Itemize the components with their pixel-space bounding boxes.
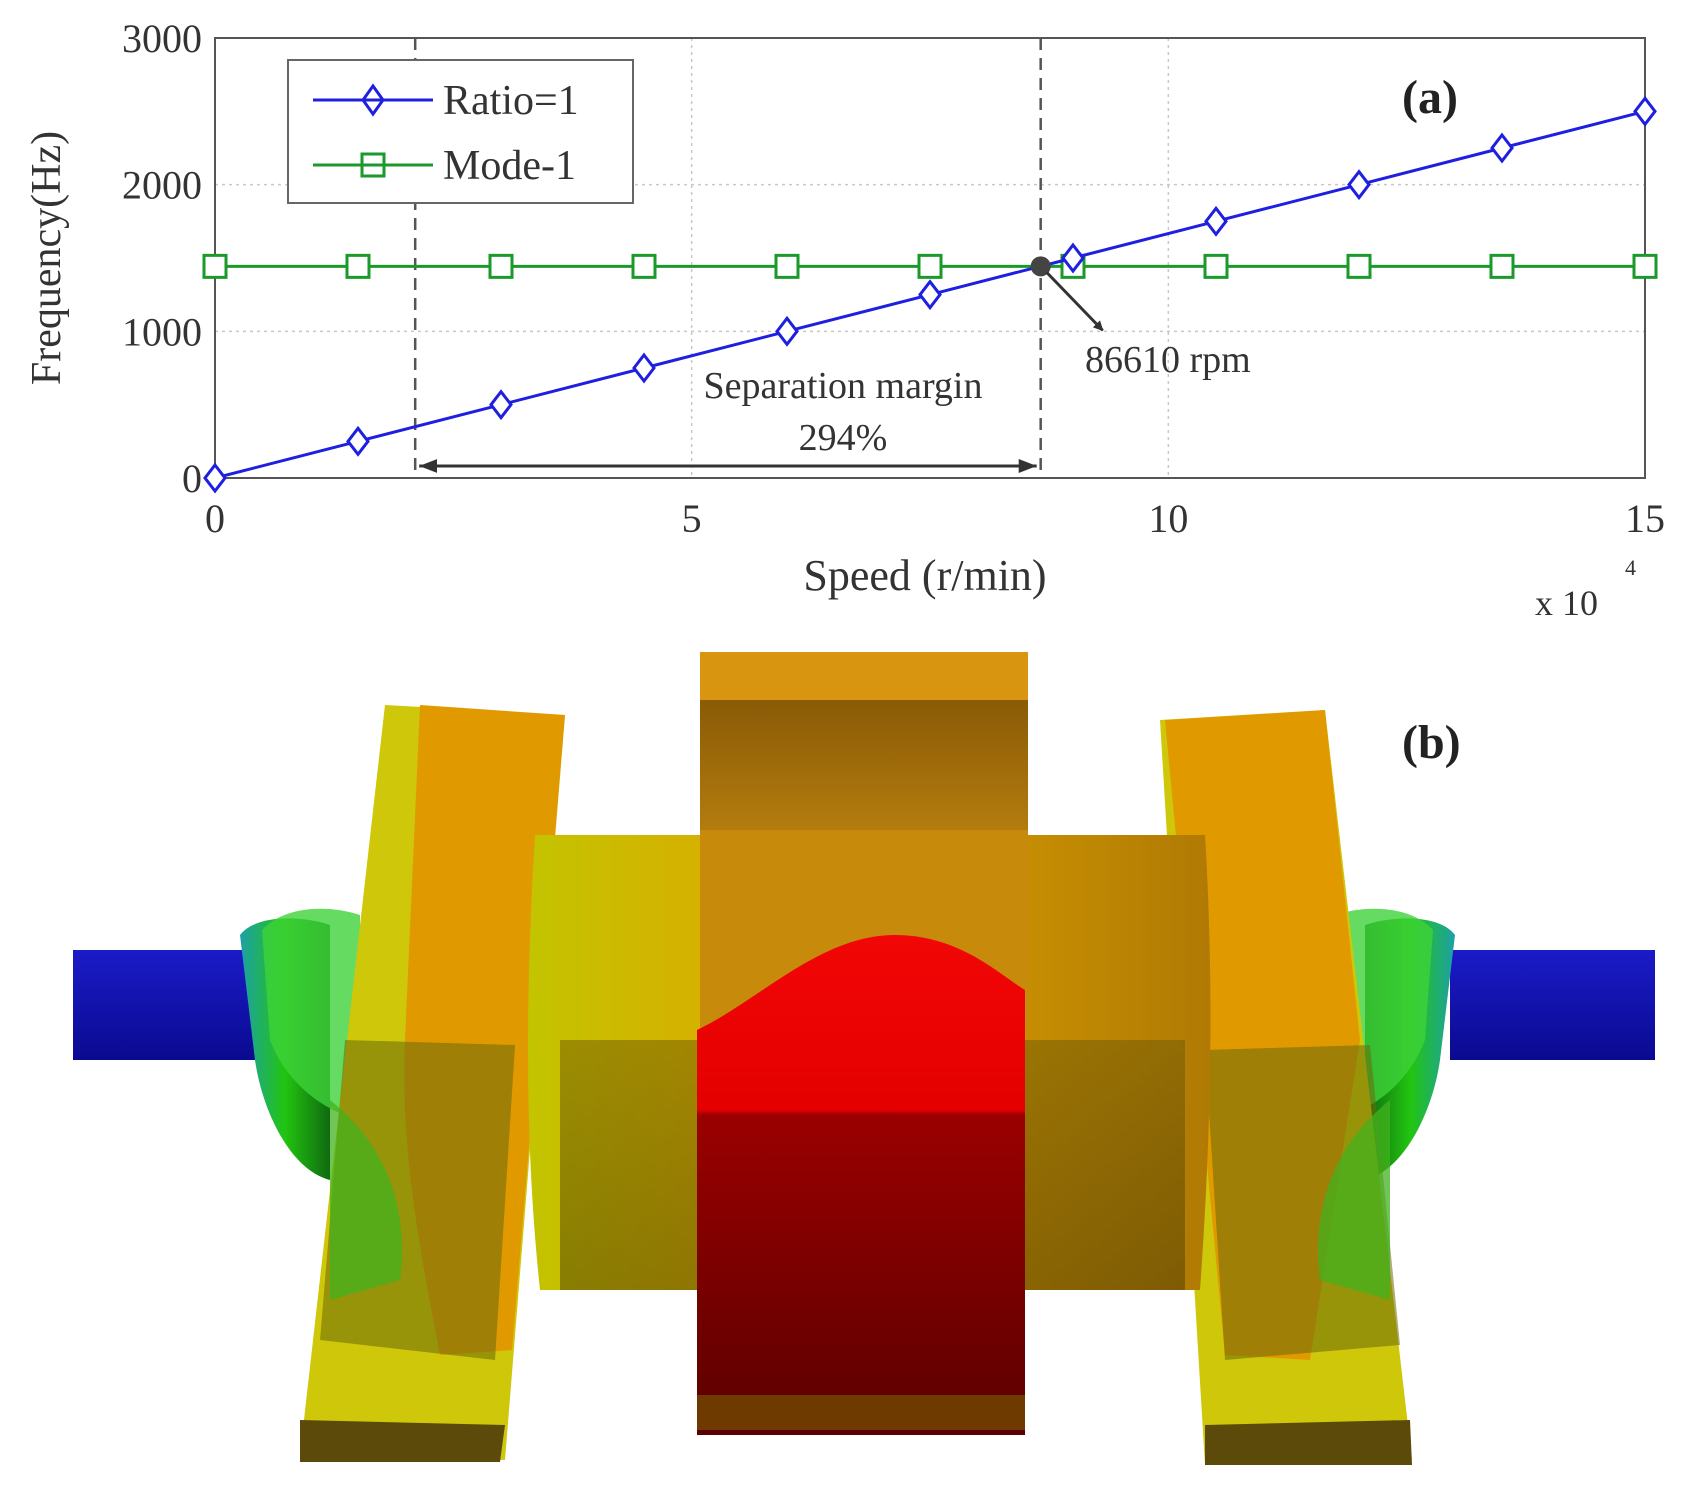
legend: Ratio=1 Mode-1 <box>287 59 634 204</box>
data-point <box>1346 253 1372 279</box>
rotor-mode-shape-image <box>73 652 1655 1465</box>
y-tick-label: 1000 <box>122 309 202 354</box>
panel-label-a: (a) <box>1402 71 1458 124</box>
legend-box <box>287 59 634 204</box>
data-point <box>203 462 227 494</box>
data-point <box>1632 253 1658 279</box>
legend-item-mode: Mode-1 <box>313 143 576 189</box>
series-mode-1 <box>202 253 1658 279</box>
margin-label-line1: Separation margin <box>704 365 983 407</box>
y-tick-label: 3000 <box>122 16 202 61</box>
series-layer <box>202 95 1658 494</box>
left-shaft <box>73 950 273 1060</box>
data-point <box>1204 205 1228 237</box>
data-point <box>488 253 514 279</box>
separation-margin-annotation: Separation margin 294% <box>419 365 1037 473</box>
legend-label-ratio: Ratio=1 <box>443 78 579 124</box>
square-marker <box>360 152 386 178</box>
x-axis-label: Speed (r/min) <box>803 551 1046 600</box>
diamond-marker <box>361 83 385 117</box>
data-point <box>918 279 942 311</box>
tick-labels: 0 5 10 15 0 1000 2000 3000 <box>122 16 1665 541</box>
data-point <box>1203 253 1229 279</box>
data-point <box>1633 95 1657 127</box>
data-point <box>1061 242 1085 274</box>
data-point <box>631 253 657 279</box>
data-point <box>632 352 656 384</box>
right-shaft <box>1450 950 1655 1060</box>
x-axis-multiplier: x 10 <box>1535 583 1598 623</box>
y-axis-label: Frequency(Hz) <box>24 131 70 385</box>
data-point <box>345 253 371 279</box>
series-ratio-1 <box>203 95 1657 494</box>
data-point <box>774 253 800 279</box>
data-point <box>346 425 370 457</box>
data-point <box>1347 169 1371 201</box>
crossing-label: 86610 rpm <box>1085 339 1251 381</box>
data-point <box>489 389 513 421</box>
data-point <box>917 253 943 279</box>
y-tick-label: 0 <box>182 456 202 501</box>
x-tick-label: 15 <box>1625 496 1665 541</box>
y-tick-label: 2000 <box>122 163 202 208</box>
data-point <box>1489 253 1515 279</box>
x-axis-multiplier-exponent: 4 <box>1625 555 1636 580</box>
x-tick-label: 0 <box>205 496 225 541</box>
x-tick-label: 10 <box>1148 496 1188 541</box>
data-point <box>1490 132 1514 164</box>
x-tick-label: 5 <box>682 496 702 541</box>
data-point <box>775 315 799 347</box>
crossing-arrow <box>1045 271 1104 332</box>
margin-label-line2: 294% <box>799 417 888 459</box>
intersection-point <box>1030 256 1051 277</box>
panel-label-b: (b) <box>1402 716 1461 769</box>
data-point <box>202 253 228 279</box>
crossing-annotation: 86610 rpm <box>1030 256 1251 381</box>
legend-item-ratio: Ratio=1 <box>313 78 579 124</box>
chart-panel: 0 5 10 15 0 1000 2000 3000 Separation margin 29… <box>24 16 1665 623</box>
legend-label-mode: Mode-1 <box>443 143 576 189</box>
